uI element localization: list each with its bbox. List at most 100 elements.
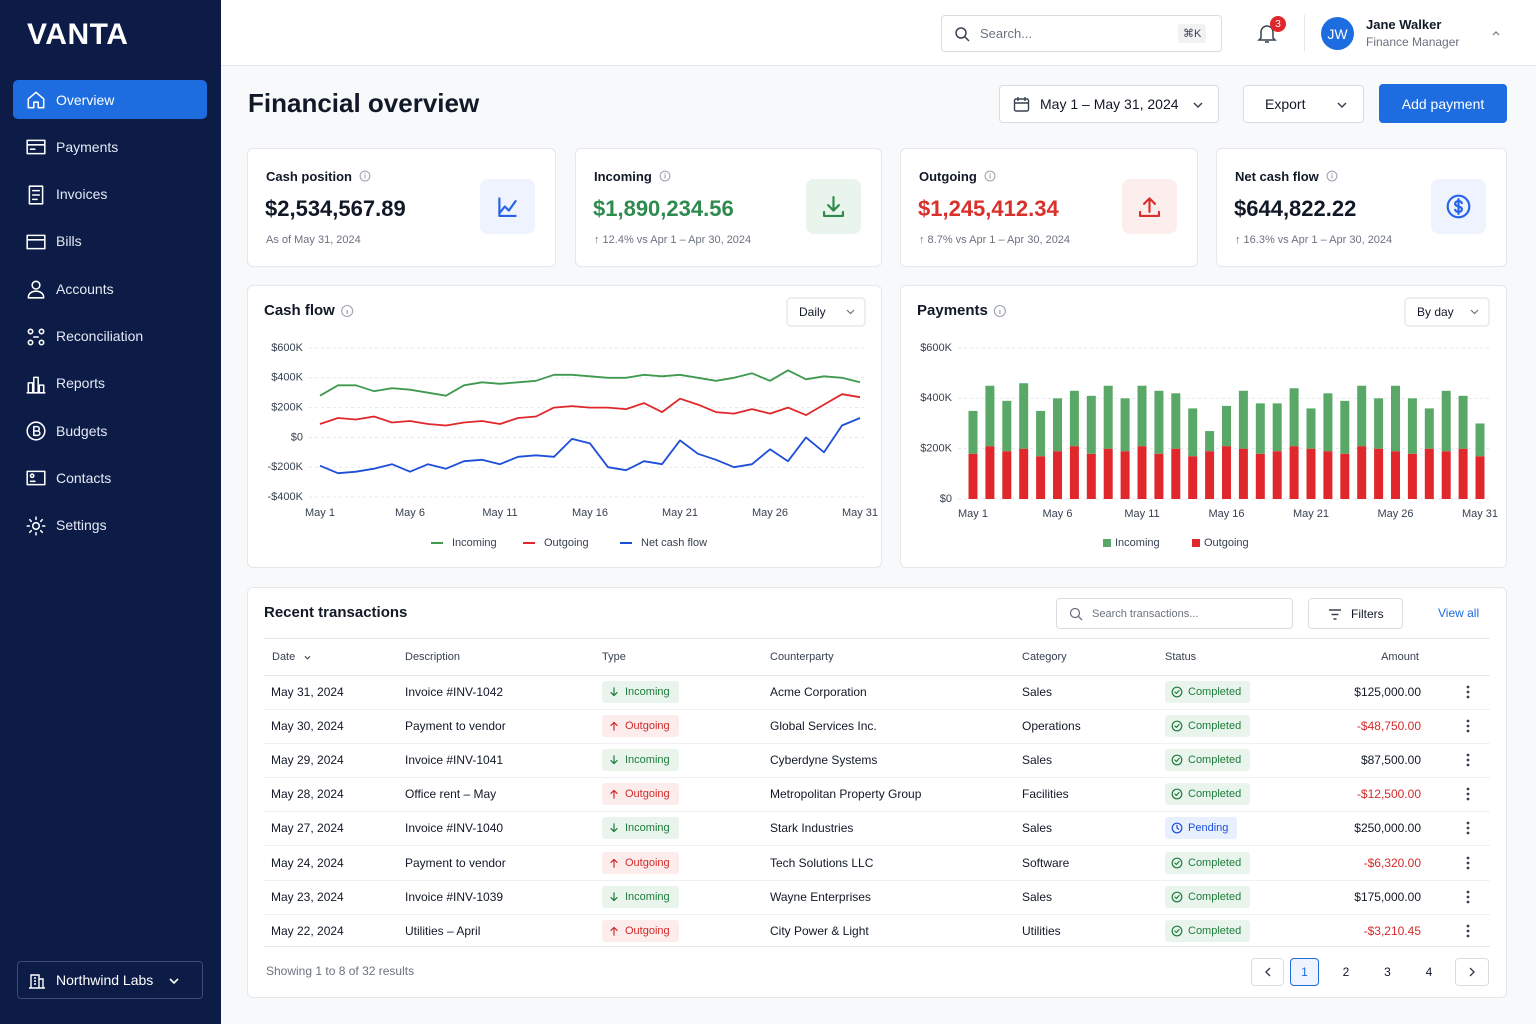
bar-segment <box>1306 408 1316 449</box>
nav-item[interactable]: Reconciliation <box>13 317 207 356</box>
bar-segment <box>1289 446 1299 499</box>
row-menu[interactable] <box>1466 890 1470 904</box>
nav-icon <box>26 376 46 394</box>
date-range[interactable]: May 1 – May 31, 2024 <box>999 85 1219 123</box>
x-tick-label: May 1 <box>305 507 335 519</box>
add-payment-button[interactable]: Add payment <box>1379 84 1507 123</box>
cell-counterparty: Acme Corporation <box>770 685 867 699</box>
bar-segment <box>1255 453 1265 499</box>
status-text: Completed <box>1188 754 1242 767</box>
row-menu[interactable] <box>1466 787 1470 801</box>
row-menu[interactable] <box>1466 753 1470 767</box>
filters-button[interactable]: Filters <box>1308 598 1403 629</box>
nav-item[interactable]: Settings <box>13 506 207 545</box>
bar-segment <box>1019 448 1029 499</box>
type-icon-shape <box>610 755 618 765</box>
row-menu[interactable] <box>1466 719 1470 733</box>
row-menu[interactable] <box>1466 856 1470 870</box>
nav-icon <box>26 516 46 536</box>
export-button[interactable]: Export <box>1243 85 1364 123</box>
info-icon <box>359 170 371 182</box>
divider <box>264 675 1490 676</box>
chevron-left <box>1264 967 1270 977</box>
cell-amount: -$12,500.00 <box>1356 787 1421 802</box>
cell-amount: -$48,750.00 <box>1356 719 1421 734</box>
menu-dot <box>1466 724 1470 728</box>
nav-item[interactable]: Bills <box>13 222 207 261</box>
table-search-placeholder: Search transactions... <box>1092 607 1199 620</box>
bar-segment <box>1441 390 1451 452</box>
menu-dot <box>1466 787 1470 791</box>
page-button[interactable]: 3 <box>1384 965 1391 979</box>
nav-icon-shape <box>27 91 45 109</box>
type-text: Incoming <box>625 686 670 698</box>
notification-count: 3 <box>1270 16 1286 32</box>
bar-segment <box>1374 398 1384 449</box>
filters-text: Filters <box>1351 606 1384 621</box>
cell-amount: $250,000.00 <box>1354 821 1421 836</box>
menu-dot <box>1466 856 1470 859</box>
cell-amount: -$6,320.00 <box>1363 855 1421 870</box>
bar-segment <box>1238 390 1248 449</box>
nav-item[interactable]: Invoices <box>13 175 207 214</box>
status-badge: Completed <box>1165 919 1251 942</box>
chart-control[interactable]: Daily <box>786 297 866 327</box>
next-page[interactable] <box>1455 958 1489 986</box>
search-icon <box>1069 607 1083 621</box>
menu-dot <box>1466 821 1470 825</box>
status-icon-shape <box>1171 857 1183 868</box>
chevron <box>1470 309 1479 315</box>
bar-segment <box>1391 451 1400 499</box>
nav-icon <box>26 139 46 155</box>
type-icon-shape <box>610 823 618 833</box>
nav-icon-shape <box>26 139 46 155</box>
nav-label: Payments <box>56 138 119 155</box>
nav-item[interactable]: Overview <box>13 80 207 119</box>
cell-date: May 27, 2024 <box>271 821 344 836</box>
view-all-link[interactable]: View all <box>1438 606 1480 620</box>
prev-page[interactable] <box>1251 958 1284 986</box>
menu-dot <box>1466 719 1470 723</box>
row-menu[interactable] <box>1466 685 1470 699</box>
column-header: Status <box>1165 651 1197 663</box>
nav-item[interactable]: Payments <box>13 127 207 166</box>
nav-item[interactable]: Budgets <box>13 411 207 450</box>
info-icon <box>984 170 996 182</box>
nav-icon <box>26 234 46 250</box>
bar-segment <box>1458 448 1468 499</box>
chart-control[interactable]: By day <box>1404 297 1490 327</box>
kpi-card: Cash position $2,534,567.89 As of May 31, … <box>247 148 556 267</box>
nav-label: Bills <box>56 233 82 250</box>
nav-item[interactable]: Accounts <box>13 269 207 308</box>
table-search[interactable]: Search transactions... <box>1056 598 1293 629</box>
row-menu[interactable] <box>1466 924 1470 938</box>
status-icon <box>1171 891 1183 902</box>
page-button[interactable]: 2 <box>1342 965 1350 979</box>
divider <box>1304 15 1305 51</box>
cell-category: Sales <box>1022 685 1053 699</box>
menu-dot <box>1466 753 1470 757</box>
sort-icon <box>304 656 311 660</box>
nav-item[interactable]: Contacts <box>13 458 207 497</box>
nav-icon-shape <box>27 280 45 299</box>
row-menu[interactable] <box>1466 821 1470 835</box>
user-name: Jane Walker <box>1366 17 1442 32</box>
cell-description: Invoice #INV-1040 <box>405 821 504 836</box>
bell[interactable] <box>1255 21 1281 47</box>
bar-segment <box>1340 400 1350 454</box>
avatar[interactable]: JW <box>1321 17 1354 50</box>
status-icon-shape <box>1171 788 1183 800</box>
chevron[interactable] <box>1490 28 1502 40</box>
search-box[interactable]: Search... ⌘K <box>941 15 1222 52</box>
bar-segment <box>1222 446 1231 499</box>
status-badge: Completed <box>1165 851 1251 874</box>
info-icon-shape <box>984 170 996 182</box>
x-tick-label: May 6 <box>1043 508 1073 520</box>
org-switcher[interactable]: Northwind Labs <box>17 961 203 999</box>
page-button[interactable]: 1 <box>1290 958 1319 986</box>
column-header: Amount <box>1381 651 1419 663</box>
page-button[interactable]: 4 <box>1425 965 1433 979</box>
nav-item[interactable]: Reports <box>13 364 207 403</box>
bar-segment <box>1205 451 1215 499</box>
chart-title: Payments <box>917 302 988 319</box>
